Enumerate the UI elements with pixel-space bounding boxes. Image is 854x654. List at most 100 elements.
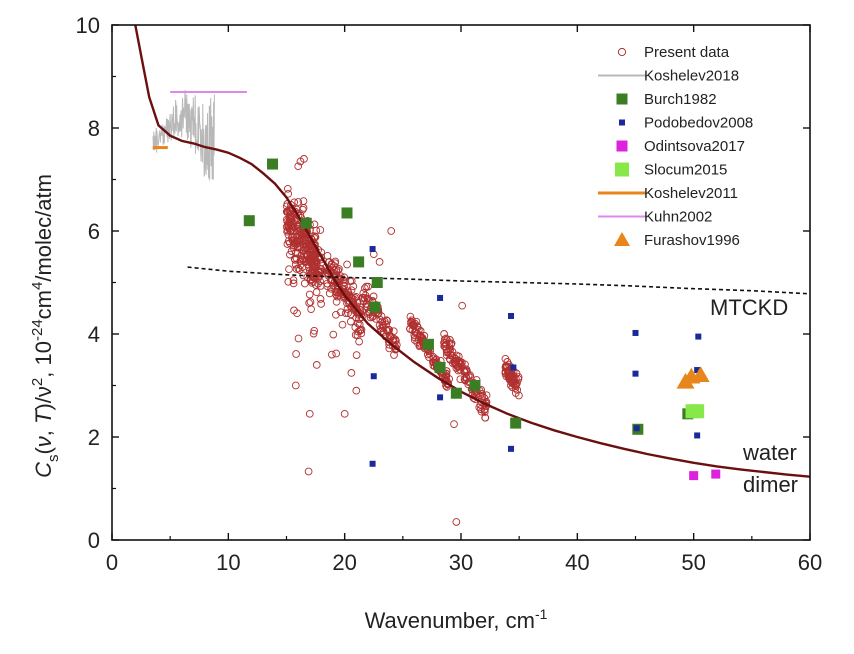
koshelev2018-line: [152, 89, 215, 181]
legend-item-podobedov: Podobedov2008: [619, 115, 753, 132]
legend-item-furashov: Furashov1996: [614, 232, 740, 249]
present-data-point: [384, 327, 392, 335]
present-data-point: [347, 369, 356, 377]
present-data-point: [447, 339, 456, 348]
present-data-point: [300, 279, 309, 288]
present-data-point: [283, 184, 292, 193]
present-data-point: [352, 386, 361, 395]
present-data-point: [416, 327, 425, 335]
present-data-point: [295, 266, 304, 274]
present-data-point: [314, 279, 322, 288]
present-data-point: [359, 294, 367, 302]
present-data-point: [406, 312, 415, 321]
legend-marker: [615, 162, 629, 177]
present-data-point: [290, 306, 298, 315]
present-data-point: [298, 254, 307, 263]
present-data-point: [316, 295, 325, 303]
dimer-label: dimer: [743, 472, 798, 497]
present-data-point: [462, 365, 471, 374]
present-data-point: [303, 273, 312, 281]
present-data-point: [341, 309, 350, 318]
legend-label: Koshelev2011: [644, 185, 738, 202]
y-tick-label: 4: [88, 322, 100, 347]
burch1982-point: [450, 387, 462, 399]
x-tick-label: 60: [798, 550, 822, 575]
podobedov2008-point: [508, 445, 515, 452]
present-data-point: [311, 258, 320, 267]
present-data-point: [300, 155, 308, 163]
present-data-point: [323, 251, 332, 260]
legend-label: Kuhn2002: [644, 209, 712, 226]
burch1982-point: [341, 207, 353, 219]
y-tick-label: 0: [88, 528, 100, 553]
legend-label: Furashov1996: [644, 232, 740, 249]
present-data-point: [293, 237, 302, 246]
legend: Present data Koshelev2018 Burch1982 Podobed…: [598, 44, 753, 249]
water-dimer-curve: [134, 24, 811, 478]
present-data-point: [289, 276, 298, 284]
podobedov2008-point: [437, 294, 444, 301]
legend-label: Koshelev2018: [644, 68, 739, 85]
present-data-point: [291, 381, 300, 390]
y-axis-title: Cs(ν, T)/ν2, 10-24cm4/molec/atm: [29, 174, 62, 478]
present-data-point: [501, 354, 510, 363]
odintsova2017-points: [689, 469, 721, 481]
legend-item-koshelev2018: Koshelev2018: [598, 68, 739, 85]
burch1982-point: [434, 361, 446, 373]
present-data-point: [476, 405, 485, 413]
present-data-point: [416, 331, 425, 340]
odintsova2017-point: [689, 471, 699, 481]
legend-item-burch: Burch1982: [616, 91, 717, 108]
present-data-point: [385, 331, 394, 340]
y-tick-label: 2: [88, 425, 100, 450]
x-tick-label: 50: [681, 550, 705, 575]
water-label: water: [742, 440, 797, 465]
legend-item-koshelev2011: Koshelev2011: [598, 185, 738, 202]
present-data-point: [452, 518, 461, 526]
present-data-point: [355, 337, 363, 346]
present-data-point: [458, 301, 467, 310]
present-data-point: [379, 328, 388, 336]
burch1982-points: [243, 158, 694, 435]
present-data-point: [344, 309, 352, 318]
x-tick-label: 40: [565, 550, 589, 575]
present-data-point: [316, 268, 324, 277]
podobedov2008-point: [437, 394, 444, 401]
present-data-point: [327, 260, 336, 269]
podobedov2008-points: [369, 246, 702, 467]
present-data-point: [299, 241, 308, 249]
present-data-point: [299, 197, 308, 205]
burch1982-point: [371, 277, 383, 288]
present-data-point: [360, 284, 369, 293]
present-data-point: [351, 294, 359, 302]
burch1982-point: [369, 301, 381, 313]
present-data-point: [308, 250, 317, 259]
x-tick-label: 20: [332, 550, 356, 575]
present-data-point: [513, 386, 522, 394]
present-data-point: [385, 344, 394, 353]
present-data-point: [291, 260, 300, 269]
y-tick-label: 6: [88, 219, 100, 244]
present-data-point: [362, 282, 371, 291]
podobedov2008-point: [694, 432, 701, 439]
present-data-point: [284, 277, 293, 286]
legend-label: Present data: [644, 44, 730, 61]
present-data-point: [346, 317, 355, 326]
mtckd-curve: [187, 266, 811, 295]
present-data-point: [471, 395, 480, 404]
present-data-point: [350, 303, 359, 312]
present-data-point: [343, 260, 351, 269]
present-data-point: [390, 351, 398, 359]
present-data-point: [301, 235, 309, 244]
present-data-point: [310, 220, 319, 229]
present-data-point: [332, 297, 341, 306]
slocum2015-points: [685, 404, 705, 419]
present-data-point: [329, 330, 338, 339]
legend-marker: [619, 119, 625, 126]
present-data-point: [387, 227, 396, 235]
present-data-point: [289, 243, 298, 252]
present-data-point: [354, 319, 362, 328]
present-data-point: [382, 325, 391, 334]
legend-marker: [616, 93, 628, 105]
